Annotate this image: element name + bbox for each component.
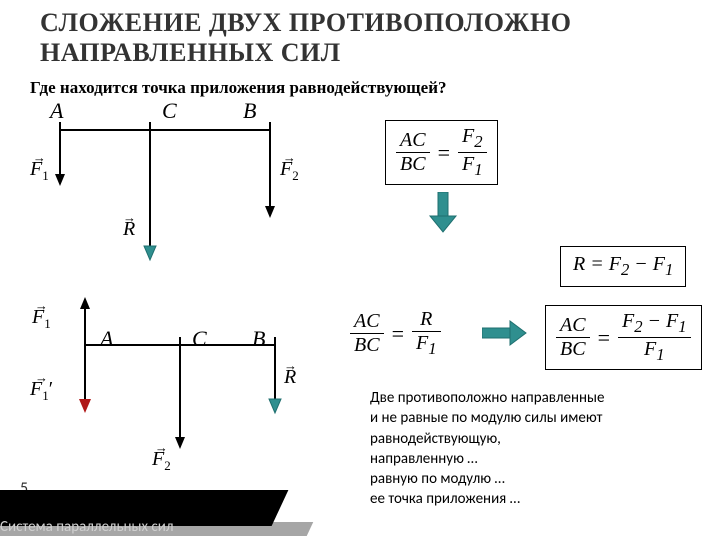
slide-title: СЛОЖЕНИЕ ДВУХ ПРОТИВОПОЛОЖНО НАПРАВЛЕННЫ… — [40, 8, 680, 68]
vec-F1-bot: →F1 — [32, 298, 51, 332]
teal-arrow-right-icon — [482, 318, 528, 348]
vec-F2-bot: →F2 — [152, 440, 171, 474]
info-line: и не равные по модулю силы имеют — [370, 408, 710, 428]
slide-subtitle: Где находится точка приложения равнодейс… — [30, 78, 447, 98]
label-B-bot: B — [252, 326, 265, 352]
label-A-bot: A — [100, 326, 113, 352]
formula-R: R = F2 − F1 — [560, 246, 686, 287]
formula-acbc-f2mf1: AC BC = F2 − F1 F1 — [545, 305, 702, 370]
info-line: равную по модулю … — [370, 469, 710, 489]
vec-F1p-bot: →F1′ — [30, 370, 53, 404]
label-C-top: C — [162, 98, 177, 124]
formula-acbc-f2f1: AC BC = F2 F1 — [385, 120, 498, 185]
formula-acbc-rf1: AC BC = R F1 — [350, 308, 441, 359]
info-line: направленную … — [370, 449, 710, 469]
vec-F1-top: →F1 — [30, 150, 49, 184]
label-C-bot: C — [192, 326, 207, 352]
label-B-top: B — [243, 98, 256, 124]
teal-arrow-down-icon — [428, 192, 458, 234]
info-line: равнодействующую, — [370, 429, 710, 449]
vec-F2-top: →F2 — [280, 150, 299, 184]
vec-R-top: →R — [123, 210, 136, 241]
diagram-top — [30, 100, 290, 270]
info-text: Две противоположно направленные и не рав… — [370, 388, 710, 510]
vec-R-bot: →R — [284, 358, 297, 389]
info-line: Две противоположно направленные — [370, 388, 710, 408]
info-line: ее точка приложения … — [370, 489, 710, 509]
footer-caption: Система параллельных сил — [0, 518, 174, 536]
label-A-top: A — [50, 98, 63, 124]
